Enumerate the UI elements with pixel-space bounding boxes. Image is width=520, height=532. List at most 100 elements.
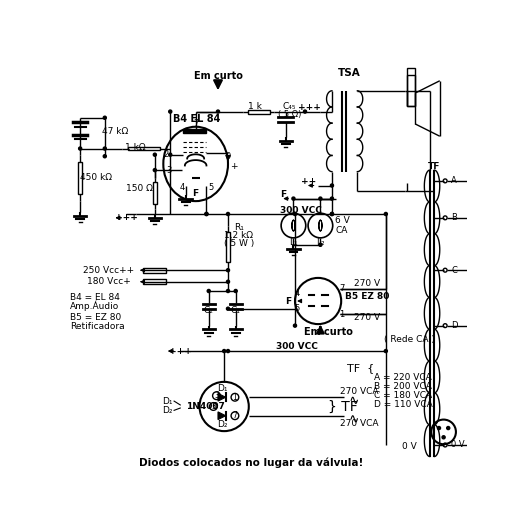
Polygon shape (218, 393, 226, 401)
Bar (184, 129, 206, 133)
Text: Em curto: Em curto (304, 327, 353, 337)
Text: D₁: D₁ (162, 396, 173, 405)
Circle shape (234, 289, 237, 293)
Bar (144, 279, 166, 284)
Text: C: C (451, 265, 457, 275)
Text: 270 V: 270 V (354, 313, 380, 322)
Text: 7: 7 (339, 284, 345, 293)
Circle shape (227, 280, 229, 283)
Text: R₁: R₁ (234, 222, 244, 231)
Text: +++: +++ (298, 103, 321, 112)
Text: B4 EL 84: B4 EL 84 (173, 114, 220, 124)
Bar (248, 110, 269, 113)
Text: D₂: D₂ (217, 420, 228, 429)
Bar (128, 147, 160, 151)
Bar (407, 76, 415, 106)
Text: B5 = EZ 80: B5 = EZ 80 (70, 313, 121, 322)
Text: 9: 9 (225, 152, 231, 161)
Text: +++: +++ (115, 213, 138, 222)
Circle shape (103, 116, 107, 119)
Text: 4: 4 (180, 182, 185, 192)
Bar (144, 268, 166, 272)
Text: ++: ++ (301, 177, 317, 186)
Text: 47 kΩ: 47 kΩ (102, 127, 129, 136)
Circle shape (292, 197, 295, 200)
Bar (226, 232, 230, 262)
Text: B = 200 VCA: B = 200 VCA (374, 382, 432, 391)
Text: 4: 4 (295, 289, 300, 298)
Text: D₁: D₁ (217, 384, 228, 393)
Polygon shape (218, 412, 226, 420)
Text: TF: TF (428, 162, 440, 171)
Text: 0 V: 0 V (401, 442, 417, 451)
Text: B5 EZ 80: B5 EZ 80 (345, 292, 389, 301)
Text: 1N4007: 1N4007 (186, 402, 225, 411)
Circle shape (384, 212, 387, 215)
Text: +: + (230, 162, 237, 171)
Circle shape (103, 147, 107, 150)
Text: F: F (285, 296, 291, 305)
Circle shape (304, 110, 307, 113)
Circle shape (293, 212, 296, 215)
Text: 5: 5 (209, 182, 214, 192)
Text: 6 V
CA: 6 V CA (334, 216, 349, 235)
Text: 7: 7 (193, 119, 198, 128)
Circle shape (205, 212, 208, 215)
Circle shape (227, 350, 229, 353)
Text: +++: +++ (169, 346, 192, 355)
Text: D = 110 VCA: D = 110 VCA (374, 401, 433, 410)
Text: Diodos colocados no lugar da válvula!: Diodos colocados no lugar da válvula! (139, 458, 363, 468)
Text: ( 5 Ω): ( 5 Ω) (278, 110, 301, 119)
Circle shape (227, 307, 229, 310)
Text: 270 V: 270 V (354, 279, 380, 288)
Text: 7: 7 (232, 411, 237, 420)
Circle shape (330, 212, 333, 215)
Text: L₂: L₂ (316, 238, 324, 247)
Text: C₂: C₂ (204, 306, 214, 315)
Text: 5: 5 (295, 304, 300, 313)
Text: 0 V: 0 V (451, 440, 465, 450)
Text: D₂: D₂ (162, 406, 173, 415)
Text: B4 = EL 84: B4 = EL 84 (70, 293, 120, 302)
Text: 3: 3 (166, 165, 172, 174)
Text: 1: 1 (232, 393, 237, 402)
Text: ( Rede CA ): ( Rede CA ) (384, 335, 434, 344)
Circle shape (168, 153, 172, 156)
Text: C₁: C₁ (231, 306, 241, 315)
Bar (78, 162, 82, 194)
Text: 1 k: 1 k (248, 102, 262, 111)
Circle shape (223, 350, 226, 353)
Circle shape (437, 427, 440, 430)
Text: 300 VCC: 300 VCC (276, 342, 318, 351)
Text: 250 Vcc++: 250 Vcc++ (83, 265, 134, 275)
Text: B: B (451, 213, 457, 222)
Circle shape (216, 110, 219, 113)
Circle shape (207, 289, 210, 293)
Text: 3: 3 (214, 391, 219, 400)
Bar (407, 68, 415, 106)
Text: D: D (451, 321, 458, 330)
Text: A = 220 VCA: A = 220 VCA (374, 373, 432, 382)
Text: TSA: TSA (339, 68, 361, 78)
Text: 300 VCC: 300 VCC (280, 206, 322, 214)
Circle shape (227, 212, 229, 215)
Circle shape (153, 169, 157, 172)
Circle shape (330, 184, 333, 187)
Text: C = 180 VCA: C = 180 VCA (374, 391, 433, 400)
Bar (153, 182, 157, 204)
Circle shape (442, 436, 445, 439)
Circle shape (79, 147, 82, 150)
Text: L₁: L₁ (289, 238, 298, 247)
Text: 1: 1 (340, 310, 345, 319)
Text: 1 kΩ: 1 kΩ (125, 143, 146, 152)
Text: A: A (451, 177, 457, 185)
Circle shape (447, 427, 450, 430)
Text: ( 5 W ): ( 5 W ) (224, 239, 254, 248)
Text: F: F (280, 190, 287, 200)
Circle shape (293, 324, 296, 327)
Circle shape (205, 212, 208, 215)
Circle shape (319, 197, 322, 200)
Circle shape (384, 350, 387, 353)
Text: 270 VCA: 270 VCA (340, 419, 378, 428)
Text: TF  {: TF { (347, 363, 374, 373)
